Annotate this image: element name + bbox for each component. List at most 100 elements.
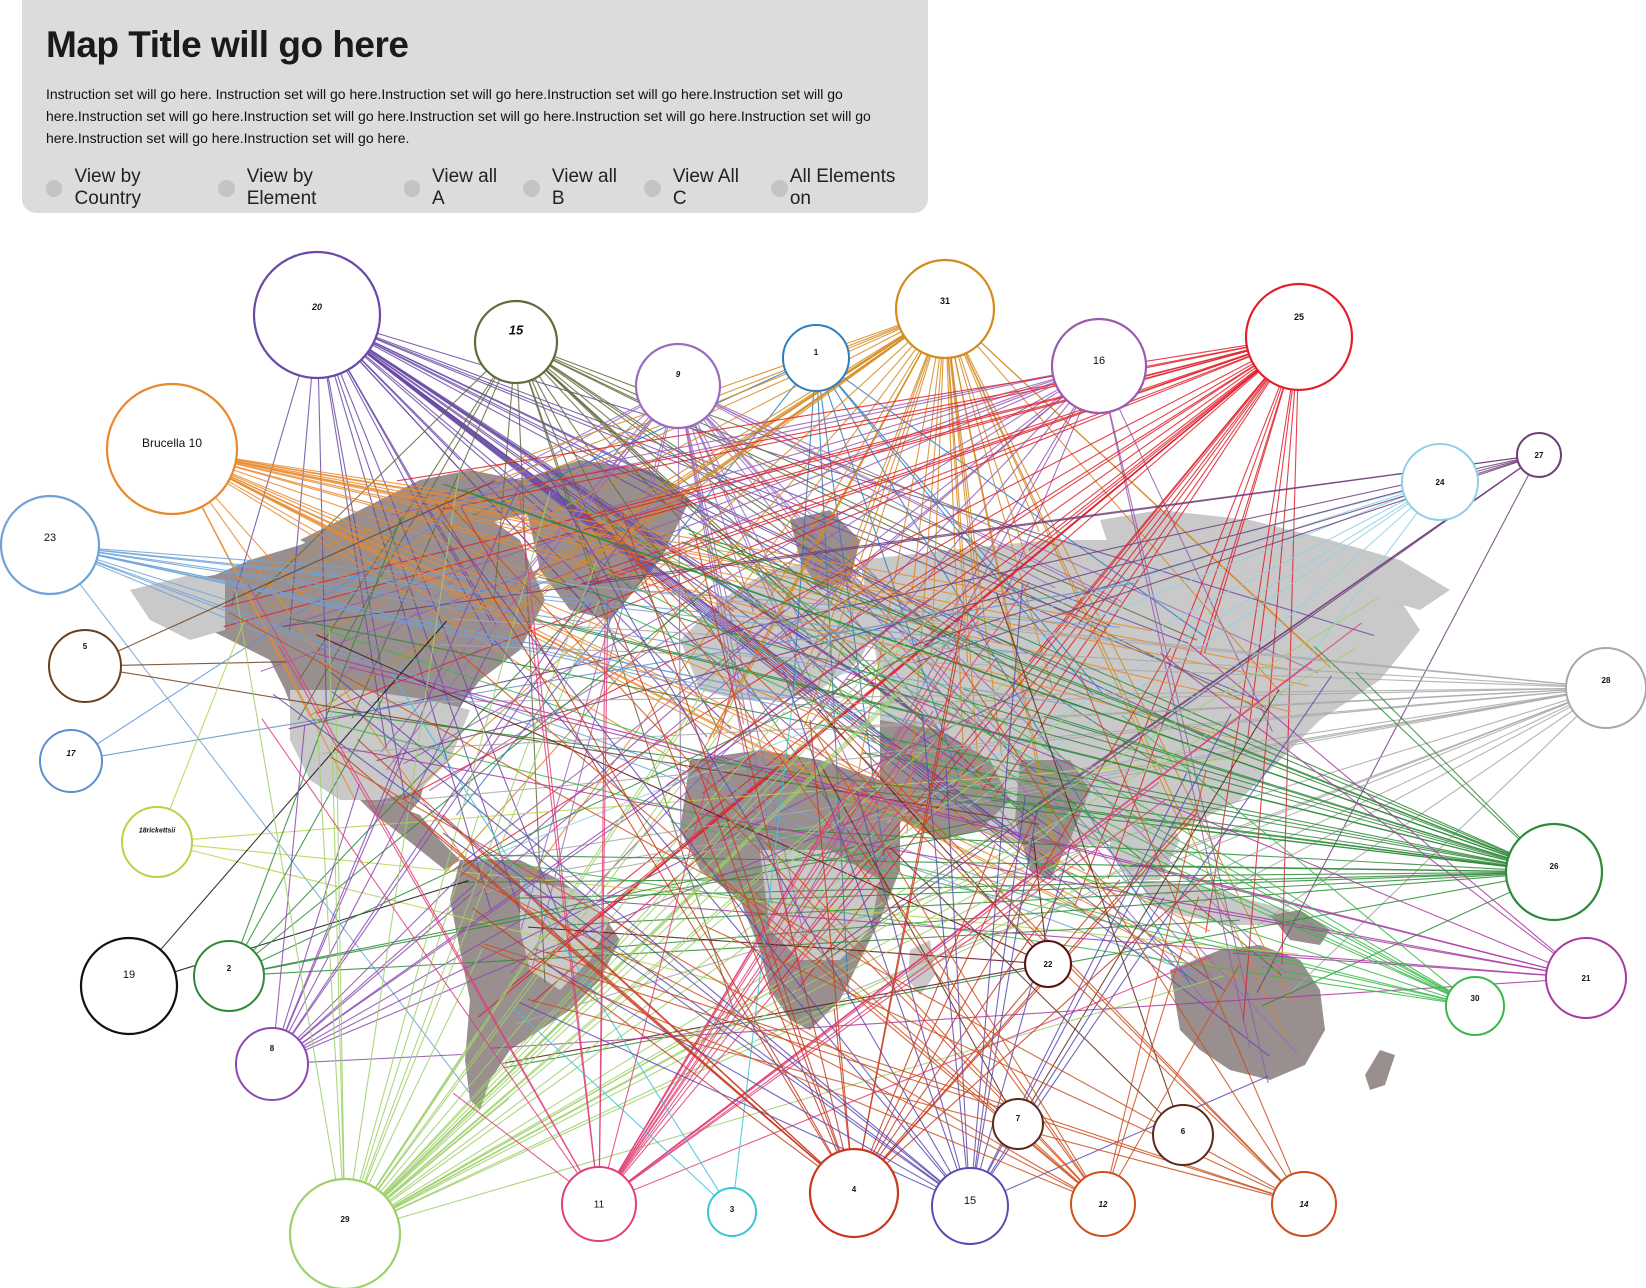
view-by-country-option[interactable]: View by Country: [46, 166, 208, 210]
element-node-15a[interactable]: 15: [473, 299, 559, 385]
element-node-14[interactable]: 14: [1271, 1171, 1337, 1237]
element-node-3[interactable]: 3: [707, 1187, 757, 1237]
element-node-7[interactable]: 7: [992, 1098, 1044, 1150]
element-node-12[interactable]: 12: [1070, 1171, 1136, 1237]
node-circle[interactable]: [894, 258, 996, 360]
node-circle[interactable]: [1516, 432, 1562, 478]
connection-line: [368, 948, 483, 1185]
connection-line: [812, 354, 929, 669]
radio-icon[interactable]: [523, 179, 540, 197]
view-all-b-option[interactable]: View all B: [523, 166, 632, 210]
connection-line: [380, 418, 652, 753]
node-circle[interactable]: [808, 1147, 900, 1239]
node-circle[interactable]: [561, 1166, 637, 1242]
radio-icon[interactable]: [46, 179, 63, 197]
element-node-17[interactable]: 17: [39, 729, 103, 793]
all-elements-on-option[interactable]: All Elements on: [771, 166, 918, 210]
connection-line: [97, 554, 852, 718]
element-node-29[interactable]: 29: [288, 1177, 402, 1288]
node-circle[interactable]: [235, 1027, 309, 1101]
element-node-26[interactable]: 26: [1504, 822, 1604, 922]
element-node-24[interactable]: 24: [1401, 443, 1479, 521]
element-node-Brucella[interactable]: Brucella 10: [105, 382, 239, 516]
connection-line: [330, 671, 942, 1183]
connection-line: [1004, 1075, 1269, 1192]
element-node-22[interactable]: 22: [1024, 940, 1072, 988]
element-node-2[interactable]: 2: [193, 940, 265, 1012]
node-circle[interactable]: [79, 936, 179, 1036]
node-circle[interactable]: [1504, 822, 1604, 922]
node-circle[interactable]: [1271, 1171, 1337, 1237]
connection-line: [1355, 671, 1521, 839]
node-circle[interactable]: [1401, 443, 1479, 521]
element-node-25[interactable]: 25: [1244, 282, 1354, 392]
node-label: 15: [509, 323, 524, 338]
element-node-18[interactable]: 18rickettsii: [121, 806, 193, 878]
connection-line: [235, 461, 1288, 670]
connection-line: [954, 356, 1058, 864]
node-circle[interactable]: [1244, 282, 1354, 392]
connection-line: [568, 874, 1507, 926]
connection-lines: [79, 324, 1578, 1220]
radio-icon[interactable]: [644, 179, 661, 197]
node-circle[interactable]: [707, 1187, 757, 1237]
element-node-16[interactable]: 16: [1050, 317, 1148, 415]
node-label: 6: [1181, 1127, 1186, 1136]
node-circle[interactable]: [473, 299, 559, 385]
connection-line: [525, 894, 1547, 976]
element-node-20[interactable]: 20: [252, 250, 382, 380]
node-circle[interactable]: [39, 729, 103, 793]
view-all-a-option[interactable]: View all A: [403, 166, 512, 210]
node-circle[interactable]: [105, 382, 239, 516]
radio-icon[interactable]: [218, 179, 235, 197]
node-circle[interactable]: [1024, 940, 1072, 988]
element-node-28[interactable]: 28: [1565, 647, 1646, 729]
connection-line: [976, 345, 1284, 696]
view-by-element-option[interactable]: View by Element: [218, 166, 383, 210]
connection-line: [209, 501, 489, 892]
connection-line: [921, 714, 967, 1169]
node-circle[interactable]: [1050, 317, 1148, 415]
node-circle[interactable]: [0, 494, 101, 596]
radio-icon[interactable]: [403, 179, 421, 197]
element-node-8[interactable]: 8: [235, 1027, 309, 1101]
node-circle[interactable]: [1545, 937, 1627, 1019]
element-node-19[interactable]: 19: [79, 936, 179, 1036]
element-node-6[interactable]: 6: [1152, 1104, 1214, 1166]
radio-icon[interactable]: [771, 179, 788, 197]
connection-line: [532, 371, 1260, 1003]
element-node-4[interactable]: 4: [808, 1147, 900, 1239]
element-node-30[interactable]: 30: [1445, 976, 1505, 1036]
node-circle[interactable]: [48, 629, 122, 703]
node-circle[interactable]: [782, 324, 850, 392]
element-node-15b[interactable]: 15: [931, 1167, 1009, 1245]
connection-line: [619, 710, 934, 1174]
instruction-text: Instruction set will go here. Instructio…: [46, 86, 871, 146]
node-circle[interactable]: [193, 940, 265, 1012]
node-circle[interactable]: [121, 806, 193, 878]
connection-line: [374, 1030, 479, 1189]
view-all-c-option[interactable]: View All C: [644, 166, 755, 210]
node-label: 9: [676, 370, 681, 379]
node-circle[interactable]: [288, 1177, 402, 1288]
node-circle[interactable]: [1445, 976, 1505, 1036]
element-node-23[interactable]: 23: [0, 494, 101, 596]
element-node-1[interactable]: 1: [782, 324, 850, 392]
connection-line: [382, 630, 909, 1195]
connection-line: [321, 689, 1567, 754]
element-node-31[interactable]: 31: [894, 258, 996, 360]
element-node-9[interactable]: 9: [634, 342, 722, 430]
node-circle[interactable]: [1152, 1104, 1214, 1166]
element-node-11[interactable]: 11: [561, 1166, 637, 1242]
element-node-21[interactable]: 21: [1545, 937, 1627, 1019]
connection-line: [96, 560, 1125, 929]
element-node-5[interactable]: 5: [48, 629, 122, 703]
node-circle[interactable]: [634, 342, 722, 430]
element-node-27[interactable]: 27: [1516, 432, 1562, 478]
node-circle[interactable]: [992, 1098, 1044, 1150]
node-circle[interactable]: [1070, 1171, 1136, 1237]
node-circle[interactable]: [1565, 647, 1646, 729]
connection-line: [519, 382, 1056, 593]
node-circle[interactable]: [931, 1167, 1009, 1245]
node-circle[interactable]: [252, 250, 382, 380]
